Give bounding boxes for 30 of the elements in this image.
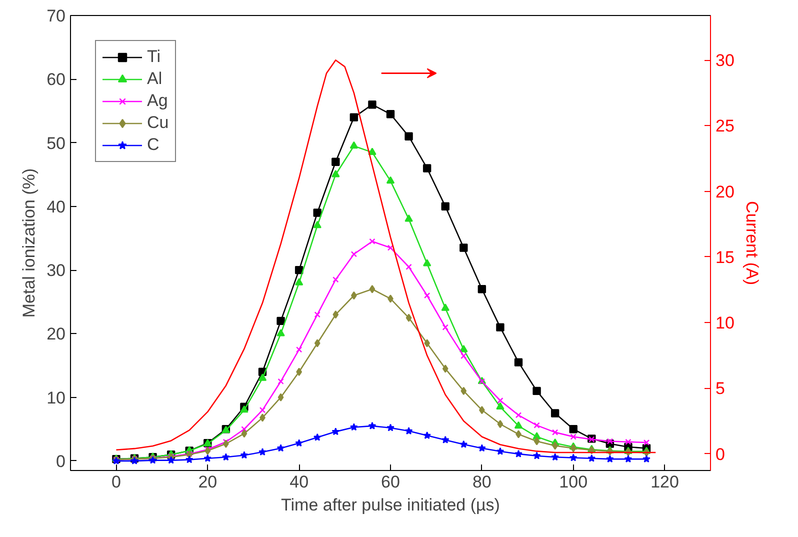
x-tick-label: 100 [559,472,588,492]
y-tick-label: 40 [46,197,66,216]
y2-tick-label: 25 [716,116,734,136]
y-tick-label: 70 [46,6,66,26]
legend-label: Cu [147,113,169,133]
y-tick-label: 30 [46,261,66,280]
y2-tick-label: 5 [716,379,725,398]
x-tick-label: 0 [111,472,121,492]
x-axis-title: Time after pulse initiated (µs) [281,496,500,514]
y-tick-label: 10 [46,388,66,408]
y2-tick-label: 15 [716,248,734,267]
legend-label: Ti [147,47,162,67]
y-tick-label: 20 [46,324,66,344]
y2-tick-label: 10 [716,314,734,333]
x-tick-label: 20 [198,472,218,492]
x-tick-label: 40 [290,472,309,492]
y-tick-label: 50 [46,134,66,153]
y-axis-title: Metal ionization (%) [20,168,39,318]
y2-tick-label: 20 [716,182,734,202]
y-tick-label: 60 [46,70,66,90]
x-tick-label: 120 [650,472,679,492]
legend-label: Al [147,69,164,89]
x-tick-label: 80 [472,472,492,492]
y2-axis-title: Current (A) [742,200,762,286]
x-tick-label: 60 [381,472,400,492]
y-tick-label: 0 [56,452,66,471]
y2-tick-label: 30 [716,51,734,70]
y2-tick-label: 0 [716,444,725,464]
legend-label: C [147,135,160,155]
legend-label: Ag [147,91,168,111]
